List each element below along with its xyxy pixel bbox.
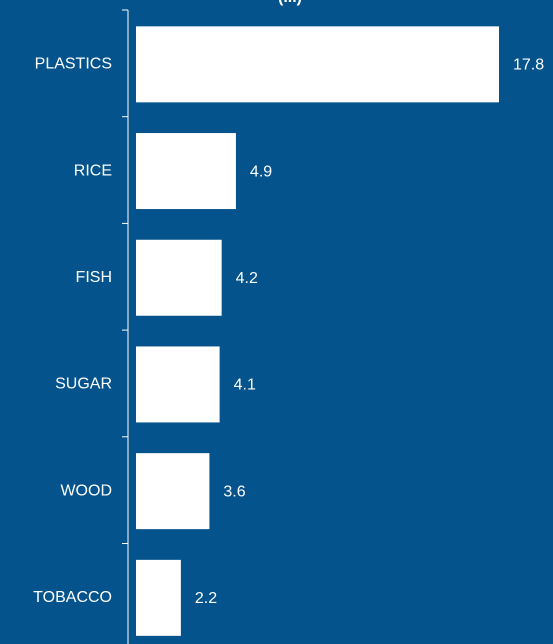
bar-wood bbox=[136, 453, 210, 530]
category-label-wood: WOOD bbox=[60, 482, 112, 499]
category-labels: PLASTICS RICE FISH SUGAR WOOD TOBACCO bbox=[33, 56, 112, 607]
bar-sugar bbox=[136, 346, 220, 423]
category-label-fish: FISH bbox=[76, 269, 112, 286]
value-label-sugar: 4.1 bbox=[234, 377, 256, 394]
value-labels: 17.8 4.9 4.2 4.1 3.6 2.2 bbox=[195, 57, 544, 608]
bar-tobacco bbox=[136, 559, 181, 636]
category-label-sugar: SUGAR bbox=[55, 376, 112, 393]
value-label-tobacco: 2.2 bbox=[195, 590, 217, 607]
value-label-plastics: 17.8 bbox=[513, 57, 544, 74]
value-label-wood: 3.6 bbox=[223, 483, 245, 500]
category-label-tobacco: TOBACCO bbox=[33, 589, 112, 606]
chart-title: (...) bbox=[278, 0, 302, 6]
value-label-fish: 4.2 bbox=[236, 270, 258, 287]
bars bbox=[136, 26, 499, 636]
bar-rice bbox=[136, 133, 236, 210]
category-label-plastics: PLASTICS bbox=[35, 56, 112, 73]
bar-plastics bbox=[136, 26, 499, 103]
y-axis-ticks bbox=[122, 9, 128, 544]
category-label-rice: RICE bbox=[74, 162, 112, 179]
bar-fish bbox=[136, 239, 222, 316]
value-label-rice: 4.9 bbox=[250, 163, 272, 180]
